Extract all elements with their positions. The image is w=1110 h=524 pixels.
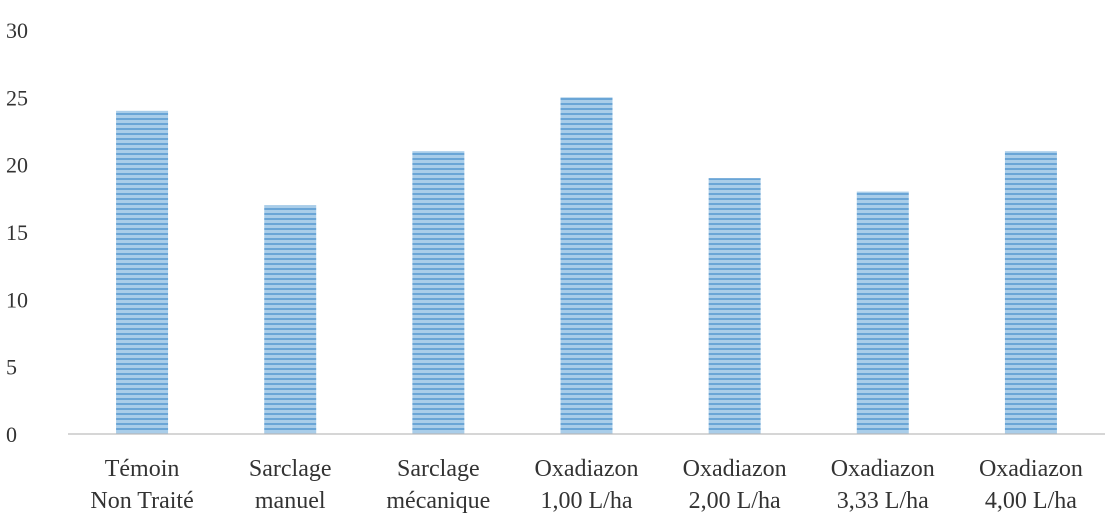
x-tick-label: Oxadiazon xyxy=(683,456,787,482)
y-tick-label: 20 xyxy=(6,153,28,178)
x-tick-label: 4,00 L/ha xyxy=(985,488,1077,514)
bar xyxy=(856,191,909,434)
x-tick-label: Oxadiazon xyxy=(831,456,935,482)
bar xyxy=(1004,151,1057,434)
y-tick-label: 15 xyxy=(6,220,28,245)
bar xyxy=(116,110,169,435)
x-tick-label: 1,00 L/ha xyxy=(541,488,633,514)
y-tick-label: 25 xyxy=(6,85,28,110)
y-axis: 0 5 10 15 20 25 30 xyxy=(6,18,28,447)
bars xyxy=(116,97,1057,435)
y-tick-label: 0 xyxy=(6,422,17,447)
x-tick-label: 3,33 L/ha xyxy=(837,488,929,514)
x-tick-label: Sarclage xyxy=(397,456,480,482)
x-axis: Témoin Non Traité Sarclage manuel Sarclage mé… xyxy=(90,456,1083,514)
y-tick-label: 5 xyxy=(6,355,17,380)
x-tick-label: Sarclage xyxy=(249,456,332,482)
x-tick-label: Oxadiazon xyxy=(535,456,639,482)
x-tick-label: Oxadiazon xyxy=(979,456,1083,482)
x-tick-label: 2,00 L/ha xyxy=(689,488,781,514)
bar xyxy=(264,205,317,434)
x-tick-label: manuel xyxy=(255,488,326,514)
bar xyxy=(560,97,613,434)
y-tick-label: 30 xyxy=(6,18,28,43)
x-tick-label: Non Traité xyxy=(90,488,193,514)
bar xyxy=(708,178,761,434)
y-tick-label: 10 xyxy=(6,287,28,312)
x-tick-label: mécanique xyxy=(386,488,490,514)
bar xyxy=(412,151,465,434)
x-tick-label: Témoin xyxy=(105,456,180,482)
